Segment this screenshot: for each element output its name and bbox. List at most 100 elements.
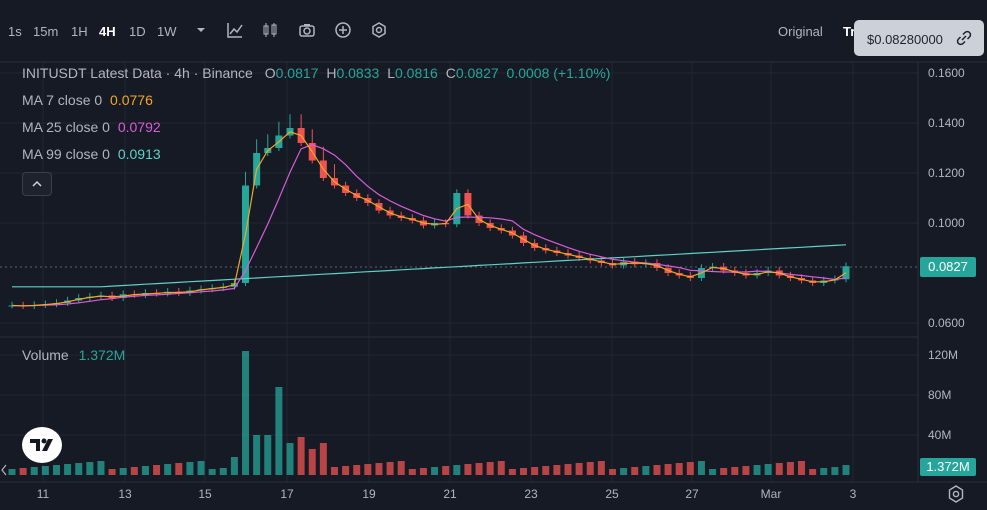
- time-tick-label: 19: [362, 487, 376, 501]
- timeframe-1h[interactable]: 1H: [71, 24, 88, 39]
- volume-bar: [697, 461, 705, 475]
- link-icon[interactable]: [956, 30, 972, 46]
- timeframe-4h[interactable]: 4H: [99, 24, 116, 39]
- time-tick-label: 13: [118, 487, 132, 501]
- time-tick-label: 11: [37, 487, 50, 501]
- volume-bar: [531, 467, 539, 475]
- volume-bar: [419, 468, 427, 475]
- volume-bar: [464, 464, 472, 475]
- low-label: L: [387, 65, 395, 81]
- ma7-legend[interactable]: MA 7 close 0 0.0776: [22, 92, 153, 108]
- ma25-line: [11, 144, 847, 307]
- time-tick-label: 27: [685, 487, 699, 501]
- price-axis-ticks: 0.1600 0.1400 0.1200 0.1000 0.0600: [928, 66, 965, 330]
- settings-icon[interactable]: [369, 20, 389, 40]
- ma99-label: MA 99 close 0: [22, 146, 110, 162]
- candles-icon[interactable]: [260, 20, 280, 40]
- volume-bar: [164, 464, 172, 475]
- price-popup[interactable]: $0.08280000: [854, 20, 984, 56]
- ma99-legend[interactable]: MA 99 close 0 0.0913: [22, 146, 161, 162]
- high-label: H: [326, 65, 337, 81]
- volume-bar: [620, 468, 628, 475]
- add-icon[interactable]: [333, 20, 353, 40]
- volume-bar: [575, 463, 583, 475]
- volume-legend[interactable]: Volume 1.372M: [22, 347, 125, 363]
- timeframe-15m[interactable]: 15m: [33, 24, 59, 39]
- volume-bar: [330, 467, 338, 475]
- volume-bar: [175, 463, 183, 475]
- time-tick-label: 21: [443, 487, 457, 501]
- price-tick-label: 0.0600: [928, 316, 965, 330]
- candles: [8, 114, 850, 309]
- volume-bar: [186, 462, 194, 475]
- volume-bar: [286, 443, 294, 475]
- ma99-line: [12, 244, 847, 288]
- time-axis-ticks: 11 13 15 17 19 21 23 25 27 Mar 3: [37, 487, 857, 501]
- volume-bar: [431, 467, 439, 475]
- volume-bar: [141, 466, 149, 475]
- low-value: 0.0816: [394, 65, 438, 81]
- volume-bar: [297, 437, 305, 475]
- volume-bar: [842, 465, 850, 475]
- ma7-value: 0.0776: [110, 92, 153, 108]
- original-view-button[interactable]: Original: [778, 24, 823, 39]
- indicator-chart-icon[interactable]: [225, 20, 245, 40]
- volume-bar: [52, 465, 60, 475]
- volume-bar: [753, 465, 761, 475]
- chart-toolbar: 1s 15m 1H 4H 1D 1W Original Tr: [0, 0, 987, 62]
- volume-tick-label: 80M: [928, 388, 951, 402]
- scroll-left-icon[interactable]: [0, 460, 8, 480]
- ma25-legend[interactable]: MA 25 close 0 0.0792: [22, 119, 161, 135]
- chart-settings-icon[interactable]: [946, 484, 966, 504]
- volume-bar: [86, 462, 94, 475]
- timeframe-1s[interactable]: 1s: [8, 24, 22, 39]
- volume-bar: [353, 465, 361, 475]
- volume-bar: [675, 463, 683, 475]
- volume-bar: [230, 457, 238, 475]
- volume-bar: [520, 468, 528, 475]
- volume-bar: [486, 462, 494, 475]
- volume-bar: [731, 467, 739, 475]
- volume-bar: [586, 462, 594, 475]
- volume-value: 1.372M: [78, 347, 126, 363]
- change-value: 0.0008 (+1.10%): [506, 65, 611, 81]
- tradingview-logo[interactable]: [22, 427, 62, 463]
- camera-icon[interactable]: [297, 20, 317, 40]
- volume-bar: [375, 463, 383, 475]
- collapse-legend-button[interactable]: [22, 172, 52, 196]
- volume-bar: [119, 468, 127, 475]
- volume-bar: [564, 464, 572, 475]
- volume-bar: [631, 467, 639, 475]
- volume-bar: [364, 464, 372, 475]
- volume-bar: [308, 449, 316, 475]
- volume-bar: [253, 435, 261, 475]
- volume-bar: [653, 465, 661, 475]
- timeframe-1w[interactable]: 1W: [157, 24, 177, 39]
- volume-label: Volume: [22, 347, 69, 363]
- volume-bar: [41, 466, 49, 475]
- volume-bar: [442, 466, 450, 475]
- volume-bar: [19, 468, 27, 475]
- volume-bar: [775, 463, 783, 475]
- tradingview-view-button[interactable]: Tr: [843, 24, 856, 39]
- volume-bar: [408, 469, 416, 475]
- volume-bar: [608, 469, 616, 475]
- timeframe-1d[interactable]: 1D: [129, 24, 146, 39]
- ma7-label: MA 7 close 0: [22, 92, 103, 108]
- ma99-value: 0.0913: [117, 146, 161, 162]
- timeframe-dropdown-icon[interactable]: [191, 20, 211, 40]
- price-tick-label: 0.1400: [928, 116, 965, 130]
- volume-bar: [508, 469, 516, 475]
- volume-bar: [497, 461, 505, 475]
- volume-bar: [242, 351, 250, 475]
- volume-bar: [342, 466, 350, 475]
- time-tick-label: Mar: [761, 487, 782, 501]
- price-tick-label: 0.1000: [928, 216, 965, 230]
- volume-axis-ticks: 120M 80M 40M: [928, 348, 958, 442]
- volume-tick-label: 40M: [928, 428, 951, 442]
- current-price-tag: 0.0827: [920, 257, 976, 277]
- volume-bar: [208, 469, 216, 475]
- volume-bar: [219, 468, 227, 475]
- volume-bar: [97, 461, 105, 475]
